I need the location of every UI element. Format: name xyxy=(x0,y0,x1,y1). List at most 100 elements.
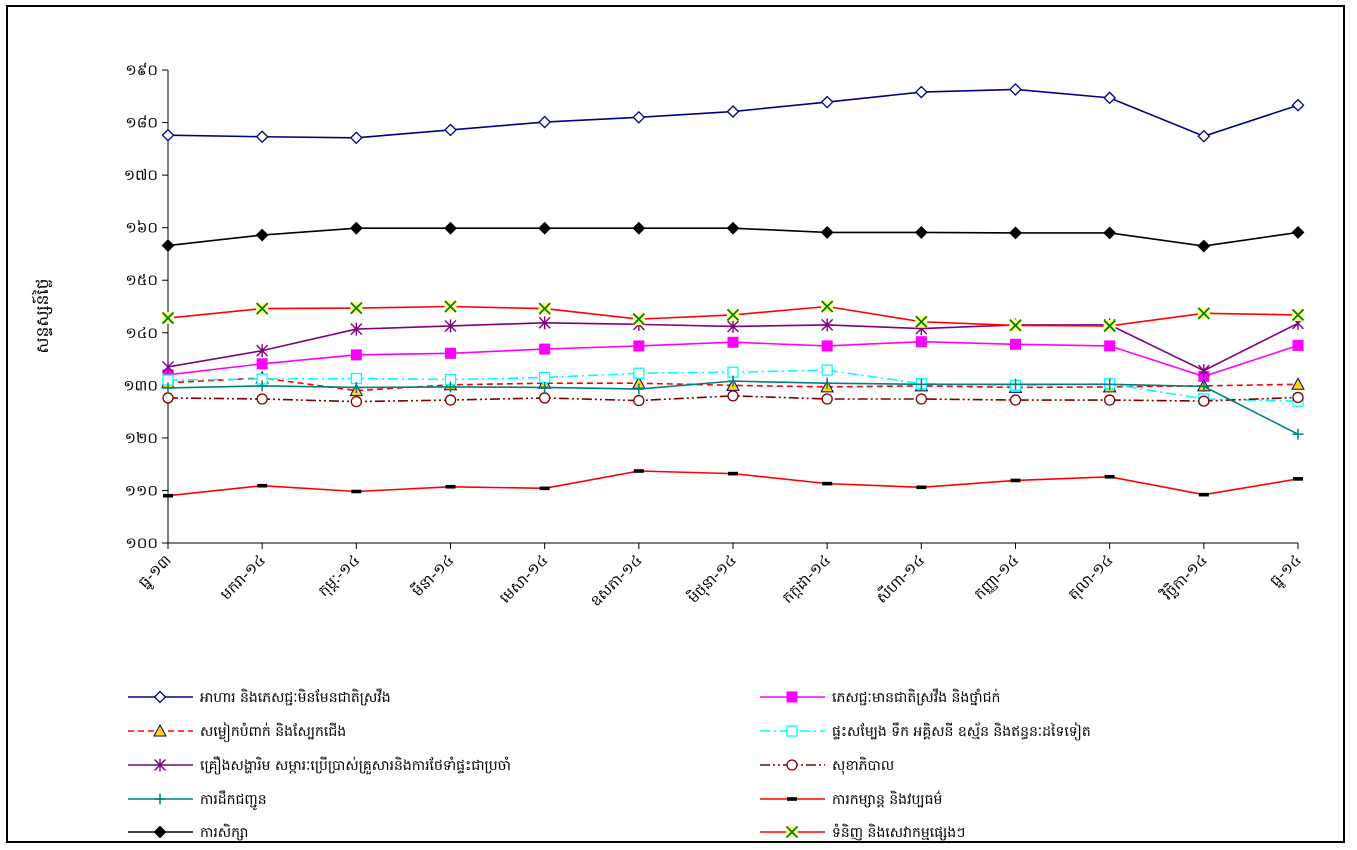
legend-marker xyxy=(786,691,798,703)
legend-marker xyxy=(785,825,799,839)
x-tick-label: មេសា-១៤ xyxy=(496,551,552,607)
data-point xyxy=(1291,98,1305,112)
legend-label: អាហារ និងភេសជ្ជៈមិនមែនជាតិស្រវឹង xyxy=(200,688,391,706)
x-tick-label: ធ្នូ-១៣ xyxy=(134,551,177,594)
legend-item-3: សម្លៀកបំពាក់ និងស្បែកជើង xyxy=(128,722,346,743)
data-point xyxy=(1104,378,1116,390)
data-point xyxy=(350,395,362,408)
y-tick-label: ១៧០ xyxy=(124,166,158,184)
data-point xyxy=(916,485,927,490)
data-point xyxy=(162,392,174,404)
data-point xyxy=(1197,129,1211,143)
data-point xyxy=(163,493,173,498)
data-point xyxy=(633,367,645,379)
data-point xyxy=(820,225,834,239)
data-point xyxy=(539,371,551,384)
x-tick-label: តុលា-១៤ xyxy=(1064,551,1117,604)
data-point xyxy=(1293,477,1303,481)
data-point xyxy=(1010,338,1021,350)
legend-item-6: សុខាភិបាល xyxy=(760,756,894,775)
series-8 xyxy=(163,469,1303,498)
legend-marker xyxy=(154,793,166,805)
data-point xyxy=(1292,428,1304,440)
y-tick-label: ១៥០ xyxy=(125,271,158,289)
data-point xyxy=(1104,474,1115,479)
data-point xyxy=(444,221,457,235)
data-point xyxy=(1291,225,1305,239)
x-tick-label: ធ្នូ-១៤ xyxy=(1266,551,1307,592)
data-point xyxy=(256,380,268,392)
data-point xyxy=(1198,395,1210,407)
y-tick-label: ១៣០ xyxy=(123,376,158,394)
legend: អាហារ និងភេសជ្ជៈមិនមែនជាតិស្រវឹង ភេសជ្ជៈម… xyxy=(128,688,1091,841)
data-point xyxy=(161,128,175,142)
legend-marker xyxy=(153,690,167,704)
data-point xyxy=(257,483,268,488)
data-point xyxy=(161,311,175,325)
x-tick-label: កុម្ភៈ-១៤ xyxy=(314,551,364,601)
legend-item-1: អាហារ និងភេសជ្ជៈមិនមែនជាតិស្រវឹង xyxy=(128,688,391,706)
legend-label: ការកម្សាន្ត និងវប្បធម៌ xyxy=(832,790,942,808)
legend-item-4: ផ្ទះសម្បែង ទឹក អគ្គិសនី ឧស្ម័ន និងឥន្ធនៈ… xyxy=(760,722,1091,741)
data-point xyxy=(1009,226,1022,240)
data-point xyxy=(539,343,551,355)
series-7 xyxy=(162,375,1304,440)
data-point xyxy=(1291,377,1305,390)
y-axis-label: សន្ទស្សន៍ថ្លៃ xyxy=(31,278,53,353)
data-point xyxy=(444,319,457,333)
legend-item-7: ការដឹកជញ្ជូន xyxy=(128,790,267,811)
data-point xyxy=(821,377,833,389)
x-tick-label: មីនា-១៤ xyxy=(408,550,458,600)
data-point xyxy=(350,301,363,315)
plot-area xyxy=(161,83,1305,498)
data-point xyxy=(349,221,363,235)
data-point xyxy=(1104,340,1116,352)
data-point xyxy=(256,358,268,370)
data-point xyxy=(1103,91,1117,105)
data-point xyxy=(727,336,739,348)
data-point xyxy=(821,364,833,376)
data-point xyxy=(1103,226,1117,240)
data-point xyxy=(915,393,927,405)
data-point xyxy=(821,318,834,332)
legend-item-9: ការសិក្សា xyxy=(128,823,248,841)
axes xyxy=(162,69,1299,549)
data-point xyxy=(1103,319,1116,333)
x-tick-label: វិច្ឆិកា-១៤ xyxy=(1157,550,1211,604)
data-point xyxy=(915,378,927,390)
data-point xyxy=(256,302,269,315)
data-point xyxy=(915,336,927,348)
data-point xyxy=(1010,378,1021,390)
data-point xyxy=(727,319,739,333)
data-point xyxy=(162,360,174,374)
data-point xyxy=(633,394,645,407)
legend-item-8: ការកម្សាន្ត និងវប្បធម៌ xyxy=(760,790,942,808)
chart-frame xyxy=(6,5,1345,843)
data-point xyxy=(633,469,644,473)
data-point xyxy=(444,300,457,313)
data-point xyxy=(633,383,645,395)
data-point xyxy=(539,392,551,404)
y-tick-label: ១៩០ xyxy=(125,61,158,79)
series-6 xyxy=(162,390,1304,408)
data-point xyxy=(1198,492,1209,497)
series-10 xyxy=(161,300,1305,333)
legend-label: ផ្ទះសម្បែង ទឹក អគ្គិសនី ឧស្ម័ន និងឥន្ធនៈ… xyxy=(832,722,1091,741)
x-tick-labels: ធ្នូ-១៣ មករា-១៤ កុម្ភៈ-១៤ មីនា-១៤ មេសា-១៤ ឧសភ… xyxy=(134,550,1307,610)
data-point xyxy=(727,375,739,387)
y-tick-label: ១០០ xyxy=(125,534,158,552)
series-9 xyxy=(161,221,1305,253)
data-point xyxy=(633,340,645,352)
legend-item-10: ទំនិញ និងសេវាកម្មផ្សេងៗ xyxy=(760,823,965,841)
data-point xyxy=(632,221,646,235)
data-point xyxy=(539,486,550,491)
data-point xyxy=(161,239,175,252)
x-tick-label: មករា-១៤ xyxy=(217,551,269,603)
legend-marker xyxy=(153,825,167,839)
data-point xyxy=(821,393,833,405)
data-point xyxy=(1198,380,1210,392)
data-point xyxy=(1292,339,1304,351)
data-point xyxy=(726,221,740,235)
x-tick-label: មិថុនា-១៤ xyxy=(683,550,740,607)
data-point xyxy=(538,316,551,330)
